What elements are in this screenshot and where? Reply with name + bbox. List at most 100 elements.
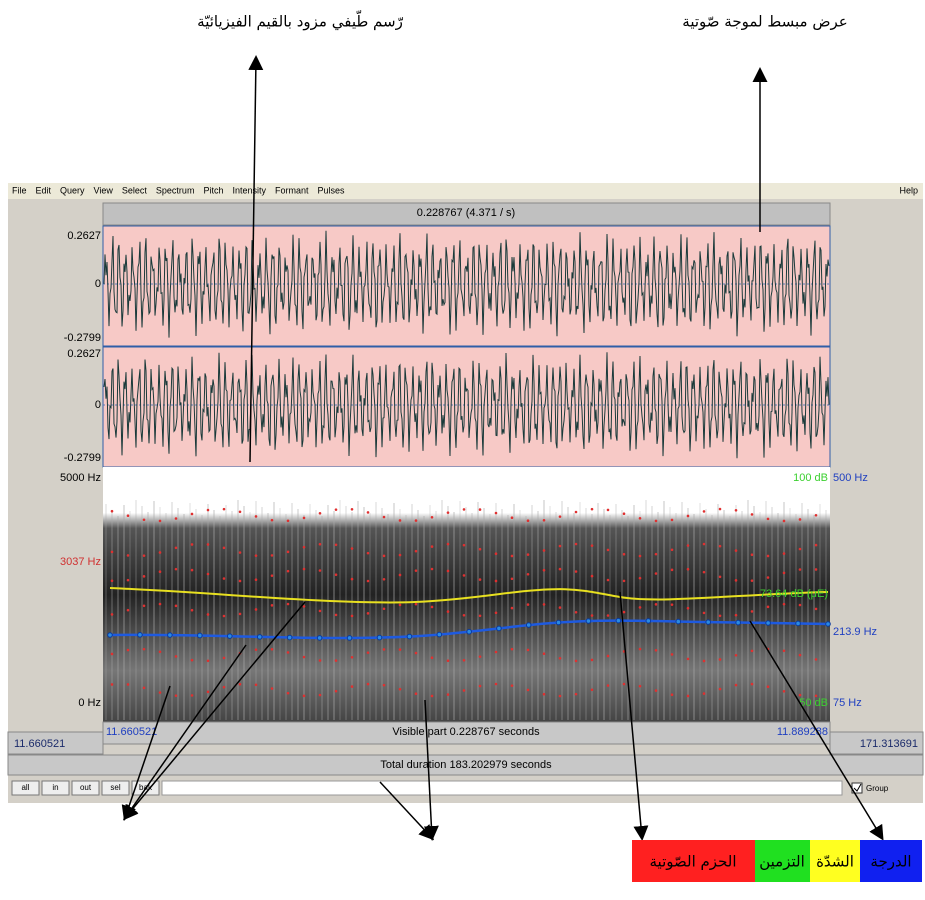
button[interactable] bbox=[11, 780, 40, 796]
formant-dot bbox=[142, 518, 146, 522]
formant-dot bbox=[366, 579, 370, 583]
formant-dot bbox=[494, 579, 498, 583]
formant-dot bbox=[750, 610, 754, 613]
menu-item[interactable]: Formant bbox=[275, 185, 309, 195]
menu-help[interactable]: Help bbox=[899, 185, 918, 195]
formant-dot bbox=[270, 687, 274, 690]
formant-dot bbox=[590, 658, 594, 662]
formant-dot bbox=[478, 655, 482, 658]
formant-dot bbox=[478, 578, 482, 581]
menu-item[interactable]: Edit bbox=[36, 185, 52, 195]
formant-dot bbox=[254, 515, 258, 518]
waveform-1[interactable] bbox=[102, 225, 831, 347]
arrow bbox=[121, 685, 171, 821]
formant-dot bbox=[718, 507, 722, 511]
formant-dot bbox=[526, 648, 530, 652]
formant-dot bbox=[414, 651, 418, 655]
formant-dot bbox=[350, 685, 354, 688]
menu-item[interactable]: Spectrum bbox=[156, 185, 195, 195]
formant-dot bbox=[286, 550, 290, 554]
formant-dot bbox=[622, 512, 626, 516]
wave-zero: 0 bbox=[95, 399, 101, 411]
pitch-point bbox=[107, 632, 113, 638]
formant-dot bbox=[318, 693, 322, 697]
intensity-value: 73.64 dB (μE) bbox=[760, 588, 828, 600]
button[interactable] bbox=[71, 780, 100, 796]
formant-dot bbox=[206, 572, 210, 576]
button[interactable] bbox=[41, 780, 70, 796]
formant-dot bbox=[382, 577, 386, 581]
wave-min: -0.2799 bbox=[64, 452, 101, 464]
formant-dot bbox=[110, 613, 114, 616]
formant-dot bbox=[334, 689, 338, 693]
formant-dot bbox=[238, 579, 242, 583]
scrollbar[interactable] bbox=[161, 780, 843, 796]
formant-dot bbox=[222, 577, 226, 580]
formant-dot bbox=[814, 543, 818, 547]
pitch-point bbox=[226, 633, 233, 639]
left-bar[interactable] bbox=[7, 731, 104, 755]
pitch-point bbox=[765, 620, 771, 626]
formant-dot bbox=[702, 692, 706, 695]
formant-dot bbox=[446, 659, 450, 663]
formant-dot bbox=[286, 691, 290, 695]
pitch-point bbox=[795, 620, 801, 627]
formant-dot bbox=[414, 549, 418, 553]
waveform-2[interactable] bbox=[102, 346, 831, 468]
menu-item[interactable]: Pitch bbox=[203, 185, 223, 195]
menu-item[interactable]: Pulses bbox=[318, 185, 346, 195]
formant-dot bbox=[398, 687, 402, 691]
total-bar[interactable] bbox=[7, 754, 924, 776]
formant-dot bbox=[318, 569, 322, 572]
formant-dot bbox=[670, 603, 674, 606]
formant-dot bbox=[654, 689, 658, 692]
formant-dot bbox=[606, 578, 610, 582]
db-bottom: 50 dB bbox=[799, 697, 828, 709]
formant-dot bbox=[590, 574, 594, 578]
formant-dot bbox=[734, 683, 738, 687]
formant-dot bbox=[622, 579, 626, 583]
header-bar[interactable] bbox=[102, 202, 831, 226]
formant-dot bbox=[222, 614, 226, 618]
right-bar[interactable] bbox=[829, 731, 924, 755]
formant-dot bbox=[526, 519, 530, 523]
menu-item[interactable]: Select bbox=[122, 185, 148, 195]
formant-dot bbox=[510, 647, 514, 651]
annotation: رّسم طّيفي مزود بالقيم الفيزيائيّة bbox=[197, 10, 404, 31]
formant-dot bbox=[382, 515, 386, 519]
formant-dot bbox=[126, 608, 130, 612]
formant-dot bbox=[110, 652, 114, 656]
formant-dot bbox=[478, 684, 482, 688]
formant-dot bbox=[158, 602, 162, 606]
formant-dot bbox=[446, 511, 450, 514]
formant-dot bbox=[782, 649, 786, 653]
formant-dot bbox=[430, 656, 434, 660]
formant-dot bbox=[382, 554, 386, 558]
formant-dot bbox=[670, 568, 674, 572]
formant-dot bbox=[622, 552, 626, 556]
button-label: out bbox=[80, 783, 92, 792]
menu-item[interactable]: View bbox=[94, 185, 114, 195]
pitch-points bbox=[107, 617, 831, 641]
menu-item[interactable]: File bbox=[12, 185, 27, 195]
formant-dot bbox=[526, 603, 530, 606]
legend-box bbox=[860, 840, 922, 882]
formant-dot bbox=[350, 655, 354, 659]
pitch-point bbox=[585, 618, 592, 624]
formant-dot bbox=[654, 519, 658, 523]
formant-dots bbox=[110, 507, 818, 698]
menu-item[interactable]: Intensity bbox=[232, 185, 266, 195]
pitch-point bbox=[197, 632, 203, 639]
formant-dot bbox=[494, 682, 498, 686]
pitch-point bbox=[645, 618, 652, 624]
formant-dot bbox=[654, 649, 658, 652]
formant-dot bbox=[574, 610, 578, 614]
formant-dot bbox=[254, 683, 258, 687]
formant-dot bbox=[318, 511, 322, 515]
formant-dot bbox=[350, 577, 354, 581]
formant-dot bbox=[206, 613, 210, 616]
spectrogram-texture bbox=[105, 500, 827, 720]
button[interactable] bbox=[101, 780, 130, 796]
formant-dot bbox=[734, 579, 738, 582]
menu-item[interactable]: Query bbox=[60, 185, 85, 195]
